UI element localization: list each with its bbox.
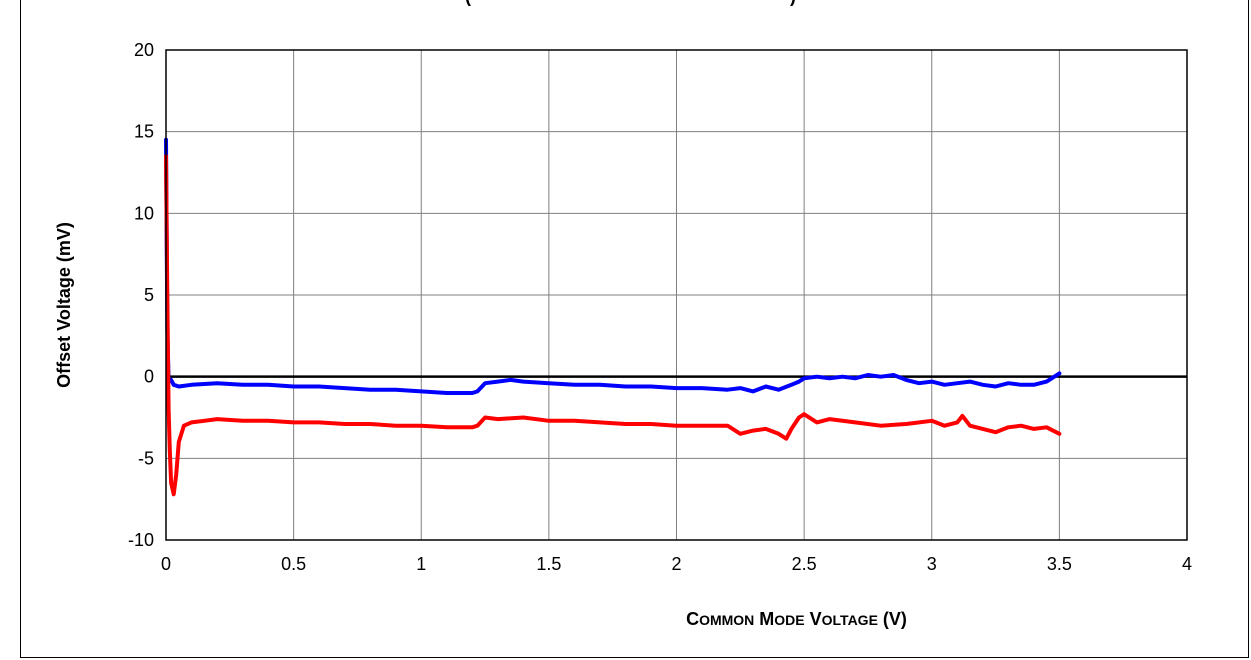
y-tick-label: 0 xyxy=(144,367,154,387)
y-tick-label: 5 xyxy=(144,285,154,305)
chart-title-fragment-left: ( xyxy=(465,0,471,6)
grid-lines xyxy=(165,49,1188,541)
y-tick-label: -5 xyxy=(138,448,154,468)
x-tick-label: 4 xyxy=(1182,554,1192,574)
series-line-1 xyxy=(164,137,1062,395)
series-group xyxy=(164,137,1062,497)
x-tick-label: 2.5 xyxy=(792,554,817,574)
x-tick-label: 3.5 xyxy=(1047,554,1072,574)
y-tick-label: 10 xyxy=(134,203,154,223)
y-tick-labels: 20 15 10 5 0 -5 -10 xyxy=(128,40,154,550)
chart-frame xyxy=(20,0,1249,658)
x-tick-labels: 0 0.5 1 1.5 2 2.5 3 3.5 4 xyxy=(161,554,1192,574)
y-tick-label: 15 xyxy=(134,122,154,142)
x-axis-title: COMMON MODE VOLTAGE (V) xyxy=(686,609,907,629)
x-tick-label: 1 xyxy=(416,554,426,574)
chart-title-fragment-right: ) xyxy=(790,0,796,6)
plot-area-border xyxy=(165,49,1188,541)
x-tick-label: 2 xyxy=(671,554,681,574)
y-tick-label: -10 xyxy=(128,530,154,550)
y-axis-title: Offset Voltage (mV) xyxy=(54,222,74,388)
x-tick-label: 0.5 xyxy=(281,554,306,574)
series-line-2 xyxy=(164,154,1062,497)
x-tick-label: 0 xyxy=(161,554,171,574)
x-tick-label: 1.5 xyxy=(536,554,561,574)
x-tick-label: 3 xyxy=(927,554,937,574)
y-tick-label: 20 xyxy=(134,40,154,60)
